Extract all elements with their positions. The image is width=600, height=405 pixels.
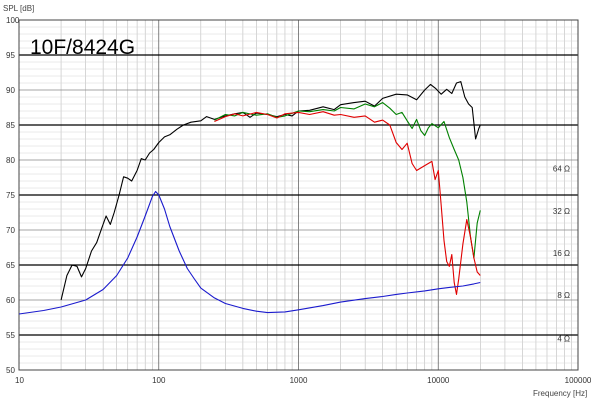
series-line-green-series <box>214 102 481 259</box>
x-tick-label: 1000 <box>290 376 308 385</box>
impedance-tick-label: 32 Ω <box>553 207 570 216</box>
y-tick-label: 65 <box>6 261 15 270</box>
y-tick-label: 50 <box>6 366 15 375</box>
major-grid <box>18 19 579 371</box>
y-tick-label: 95 <box>6 51 15 60</box>
plot-frame <box>18 19 579 371</box>
y-tick-label: 60 <box>6 296 15 305</box>
series-line-black-series <box>60 81 481 301</box>
impedance-tick-label: 64 Ω <box>553 164 570 173</box>
impedance-tick-label: 8 Ω <box>557 291 570 300</box>
series-layer <box>18 81 481 315</box>
y-axis-label: SPL [dB] <box>3 4 34 13</box>
x-tick-label: 10000 <box>427 376 450 385</box>
y-tick-label: 70 <box>6 226 15 235</box>
x-tick-label: 10 <box>15 376 24 385</box>
chart-title: 10F/8424G <box>30 36 135 59</box>
x-tick-label: 100 <box>152 376 166 385</box>
y-tick-label: 85 <box>6 121 15 130</box>
x-axis-label: Frequency [Hz] <box>533 389 587 398</box>
series-line-impedance <box>18 190 481 315</box>
impedance-tick-label: 16 Ω <box>553 249 570 258</box>
x-tick-label: 100000 <box>565 376 592 385</box>
impedance-tick-label: 4 Ω <box>557 335 570 344</box>
series-line-red-series <box>214 111 481 295</box>
y-tick-label: 75 <box>6 191 15 200</box>
y-tick-label: 55 <box>6 331 15 340</box>
axis-labels: 50 55 60 65 70 75 80 85 90 95 100 10 100 1000 10000 100… <box>6 16 592 385</box>
y-tick-label: 80 <box>6 156 15 165</box>
y-tick-label: 100 <box>6 16 20 25</box>
y-tick-label: 90 <box>6 86 15 95</box>
